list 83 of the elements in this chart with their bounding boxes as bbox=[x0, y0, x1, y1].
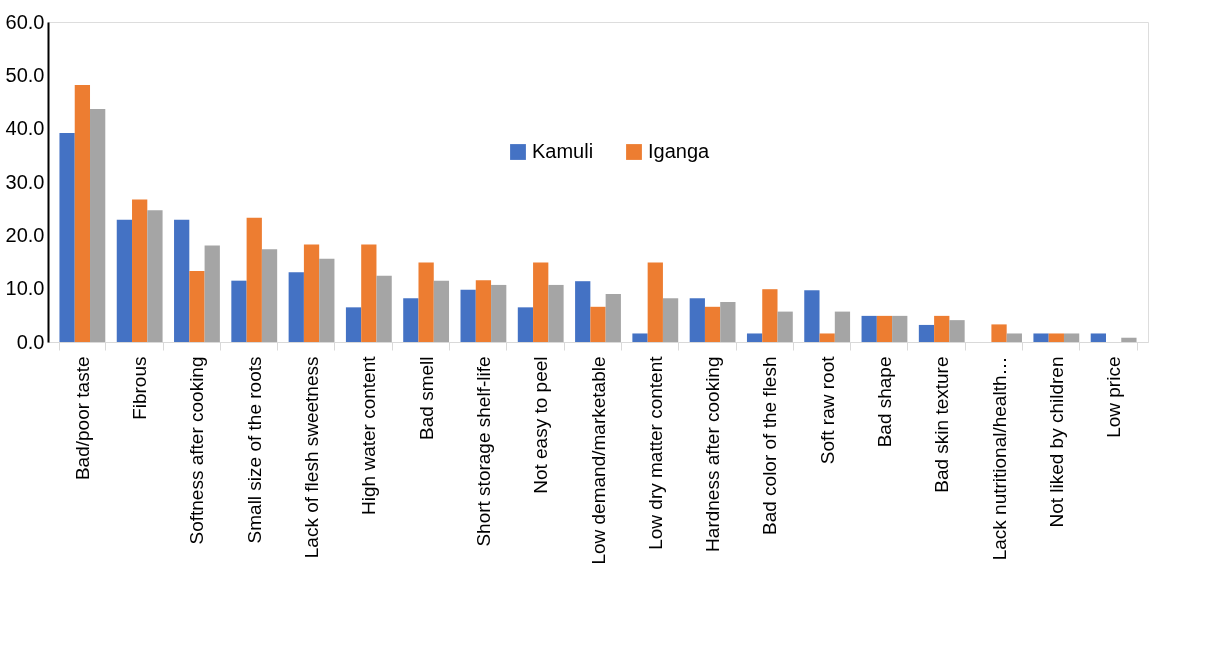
bar bbox=[231, 280, 247, 342]
bar bbox=[303, 244, 320, 342]
bar bbox=[90, 108, 106, 342]
bar bbox=[720, 302, 736, 342]
bar bbox=[475, 280, 492, 342]
x-tick-label: Bad smell bbox=[415, 356, 437, 440]
bar bbox=[819, 333, 835, 342]
x-tick-label: High water content bbox=[358, 355, 380, 515]
x-tick-label: Lack nutritional/health… bbox=[988, 356, 1010, 561]
x-tick-label: Softness after cooking bbox=[186, 356, 208, 545]
bar bbox=[934, 315, 950, 342]
y-tick-label: 10.0 bbox=[5, 277, 45, 300]
bar bbox=[491, 284, 507, 342]
x-tick-label: Bad/poor taste bbox=[71, 356, 93, 481]
x-tick-label: Soft raw root bbox=[816, 355, 838, 465]
y-tick-label: 50.0 bbox=[5, 63, 45, 86]
bar bbox=[647, 262, 663, 342]
x-tick-label: Not liked by children bbox=[1045, 356, 1067, 528]
bar bbox=[132, 199, 148, 342]
bar bbox=[1090, 333, 1106, 342]
bar bbox=[1006, 333, 1022, 342]
x-tick-label: Lack of flesh sweetness bbox=[301, 356, 323, 559]
legend-label: Iganga bbox=[648, 140, 711, 162]
bar bbox=[662, 298, 679, 342]
bar bbox=[403, 298, 419, 342]
bar bbox=[147, 210, 163, 342]
y-tick-label: 20.0 bbox=[5, 223, 45, 246]
bar bbox=[261, 249, 278, 342]
bar bbox=[460, 289, 476, 342]
bar bbox=[632, 333, 648, 342]
bar bbox=[433, 280, 450, 342]
bar bbox=[834, 311, 851, 342]
bar bbox=[762, 289, 778, 342]
y-tick-label: 60.0 bbox=[5, 10, 45, 33]
bar bbox=[876, 315, 893, 342]
x-tick-label: Low demand/marketable bbox=[587, 356, 609, 565]
y-tick-label: 40.0 bbox=[5, 117, 45, 140]
bar bbox=[376, 275, 392, 342]
bar bbox=[1048, 333, 1064, 342]
bar bbox=[991, 324, 1007, 342]
x-tick-label: Small size of the roots bbox=[243, 356, 265, 544]
bar bbox=[689, 298, 705, 342]
bar bbox=[189, 271, 205, 342]
x-tick-label: Low dry matter content bbox=[644, 355, 666, 550]
bar bbox=[777, 311, 793, 342]
bar bbox=[174, 219, 190, 342]
bar bbox=[804, 290, 820, 342]
bar bbox=[1121, 337, 1137, 342]
bar bbox=[704, 306, 721, 342]
y-tick-label: 0.0 bbox=[16, 330, 45, 353]
x-tick-label: Bad color of the flesh bbox=[759, 356, 781, 535]
bar bbox=[861, 315, 877, 342]
bar bbox=[575, 281, 591, 342]
bar bbox=[949, 320, 965, 342]
x-tick-label: Not easy to peel bbox=[530, 356, 552, 494]
bar bbox=[418, 262, 434, 342]
bar bbox=[59, 132, 75, 342]
bar bbox=[590, 306, 606, 342]
x-tick-label: Fibrous bbox=[129, 356, 151, 420]
bar bbox=[246, 217, 262, 342]
bar bbox=[533, 262, 549, 342]
bar bbox=[361, 244, 377, 342]
x-tick-label: Bad skin texture bbox=[931, 356, 953, 493]
bar bbox=[918, 324, 935, 342]
bar bbox=[345, 307, 362, 342]
bar bbox=[1033, 333, 1049, 342]
bar bbox=[319, 258, 335, 342]
bar bbox=[288, 272, 304, 342]
bar bbox=[548, 284, 564, 342]
x-tick-label: Bad shape bbox=[873, 356, 895, 448]
y-tick-label: 30.0 bbox=[5, 170, 45, 193]
bar bbox=[204, 245, 220, 342]
bar bbox=[116, 219, 133, 342]
bar bbox=[746, 333, 763, 342]
bar bbox=[605, 294, 621, 342]
legend-label: Kamuli bbox=[532, 140, 594, 162]
bar bbox=[74, 84, 91, 342]
x-tick-label: Short storage shelf-life bbox=[472, 356, 494, 547]
bar bbox=[1063, 333, 1080, 342]
bar bbox=[892, 315, 908, 342]
x-tick-label: Low price bbox=[1103, 356, 1125, 438]
bar bbox=[517, 307, 534, 342]
x-tick-label: Hardness after cooking bbox=[702, 356, 724, 552]
